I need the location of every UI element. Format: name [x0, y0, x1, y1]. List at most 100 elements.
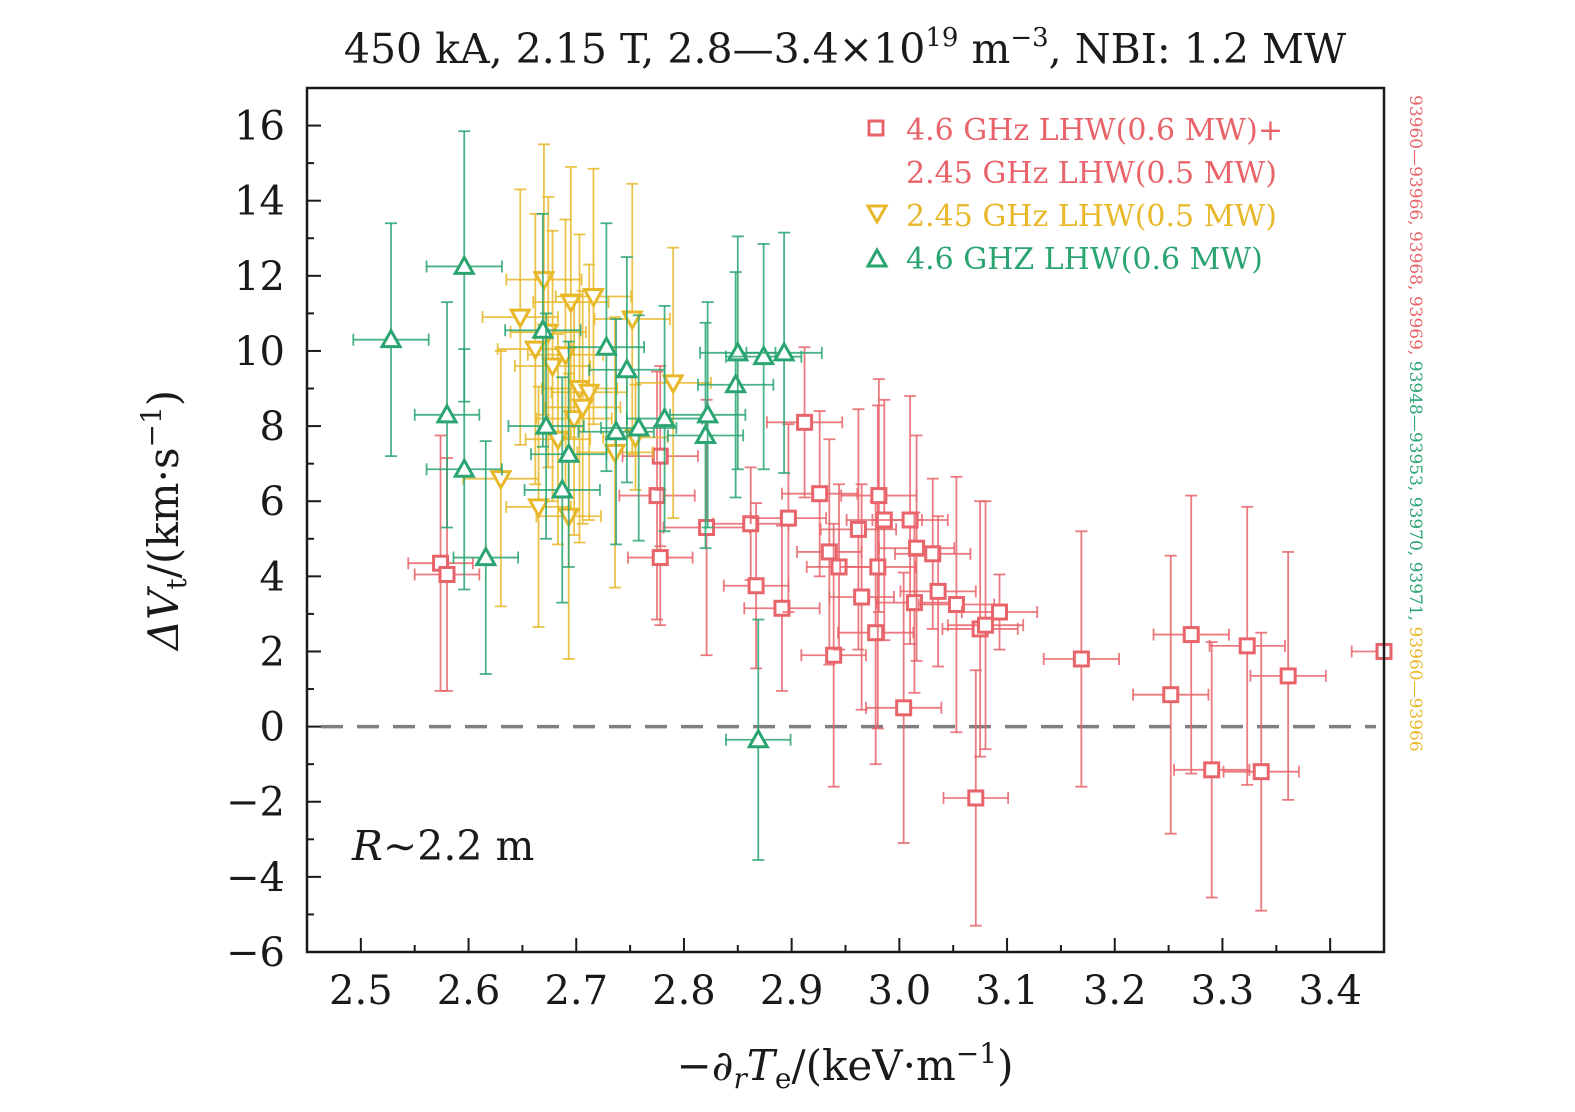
y-axis-label: ΔVt/(km·s−1)	[135, 390, 193, 652]
data-point	[634, 246, 712, 520]
data-point	[530, 340, 608, 568]
plot-frame	[305, 86, 1386, 954]
square-marker	[849, 520, 867, 538]
triangle-up-marker	[474, 545, 498, 567]
data-point	[796, 438, 863, 666]
data-points	[352, 130, 1393, 927]
triangle-down-marker	[508, 308, 532, 330]
y-tick-label: 10	[234, 329, 285, 375]
triangle-down-marker	[603, 443, 627, 465]
data-point	[554, 167, 633, 426]
y-tick-label: −4	[226, 855, 285, 901]
y-tick-label: −2	[226, 780, 285, 826]
data-point	[669, 301, 747, 529]
legend-marker-triangle-down	[865, 204, 889, 226]
x-axis-label-f: −1	[956, 1037, 997, 1070]
y-tick-label: 6	[260, 479, 285, 525]
square-marker	[870, 487, 888, 505]
data-point	[567, 222, 646, 473]
square-marker	[811, 485, 829, 503]
x-axis-label-d: e	[775, 1062, 792, 1095]
data-point	[504, 212, 582, 448]
data-point	[877, 434, 956, 662]
radius-annotation-rest: ∼2.2 m	[383, 822, 534, 870]
square-marker	[1072, 650, 1090, 668]
triangle-down-marker	[559, 293, 583, 315]
square-marker	[1252, 763, 1270, 781]
chart-title: 450 kA, 2.15 T, 2.8—3.4×1019 m−3, NBI: 1…	[344, 23, 1347, 73]
square-marker	[747, 577, 765, 595]
series-3	[352, 130, 823, 861]
chart-title-sup2: −3	[1010, 23, 1048, 53]
triangle-down-marker	[526, 498, 551, 519]
triangle-up-marker	[746, 727, 770, 749]
square-marker	[1279, 667, 1297, 685]
square-marker	[867, 624, 885, 642]
square-marker	[924, 545, 942, 563]
shot-numbers-label: 93960—93966, 93968, 93969, 93948—93953, …	[1405, 95, 1425, 752]
data-point	[481, 188, 559, 446]
data-point	[865, 571, 943, 844]
series-2	[462, 143, 712, 660]
y-tick-label: 4	[260, 554, 285, 600]
data-point	[1173, 641, 1251, 899]
y-axis-label-a: ΔV	[139, 586, 188, 652]
data-point	[899, 515, 977, 668]
triangle-down-marker	[532, 271, 556, 292]
triangle-down-marker	[546, 430, 570, 452]
square-marker	[1203, 761, 1221, 779]
y-tick-label: 2	[260, 629, 285, 675]
tick-labels: 2.5 2.6 2.7 2.8 2.9 3.0 3.1 3.2 3.3 3.4 −6 −4 −2 0 2 4 6…	[226, 104, 1362, 1014]
triangle-up-marker	[772, 340, 796, 362]
shot-numbers-yellow: 93960—93966	[1405, 627, 1425, 752]
data-point	[828, 483, 895, 711]
square-marker	[1162, 686, 1180, 704]
triangle-down-marker	[489, 470, 513, 491]
square-marker	[825, 646, 843, 664]
triangle-up-marker	[550, 477, 574, 499]
data-point	[781, 410, 859, 578]
triangle-up-marker	[557, 442, 581, 463]
triangle-up-marker	[531, 318, 555, 339]
data-point	[576, 316, 654, 589]
data-point	[600, 314, 678, 542]
square-marker	[1238, 637, 1256, 655]
series-1	[407, 346, 1393, 927]
triangle-down-marker	[581, 287, 606, 309]
x-tick-label: 2.6	[437, 968, 501, 1014]
data-point	[1208, 505, 1286, 786]
data-point	[1132, 554, 1210, 835]
data-point	[697, 271, 775, 499]
data-point	[840, 378, 918, 613]
data-point	[1042, 530, 1120, 788]
legend-entry-1-line1: 4.6 GHz LHW(0.6 MW)+	[906, 113, 1283, 148]
triangle-down-marker	[571, 398, 595, 420]
data-point	[745, 231, 823, 474]
data-point	[627, 489, 694, 627]
data-point	[946, 500, 1025, 751]
chart-title-main: 450 kA, 2.15 T, 2.8—3.4×10	[344, 25, 925, 73]
data-point	[618, 370, 696, 621]
chart-title-sup: 19	[925, 23, 958, 53]
x-axis-label-b: r	[733, 1062, 748, 1095]
shot-numbers-green: 93948—93953, 93970, 93971,	[1405, 361, 1425, 627]
x-tick-label: 2.9	[760, 968, 824, 1014]
triangle-up-marker	[604, 419, 628, 441]
triangle-up-marker	[627, 415, 651, 437]
triangle-up-marker	[652, 406, 677, 428]
triangle-up-marker	[594, 335, 618, 356]
data-point	[725, 618, 792, 861]
x-axis-label-a: −∂	[677, 1041, 734, 1090]
chart-title-mid: m	[958, 25, 1010, 73]
radius-annotation: R∼2.2 m	[351, 822, 534, 870]
square-marker	[991, 603, 1009, 621]
data-point	[425, 130, 503, 403]
square-marker	[947, 596, 965, 614]
square-marker	[929, 582, 947, 600]
square-marker	[869, 558, 887, 576]
triangle-up-marker	[379, 327, 403, 349]
triangle-up-marker	[534, 414, 558, 435]
triangle-up-marker	[724, 372, 748, 394]
legend-entry-3: 4.6 GHZ LHW(0.6 MW)	[906, 242, 1263, 277]
legend-marker-triangle-up	[865, 246, 889, 268]
